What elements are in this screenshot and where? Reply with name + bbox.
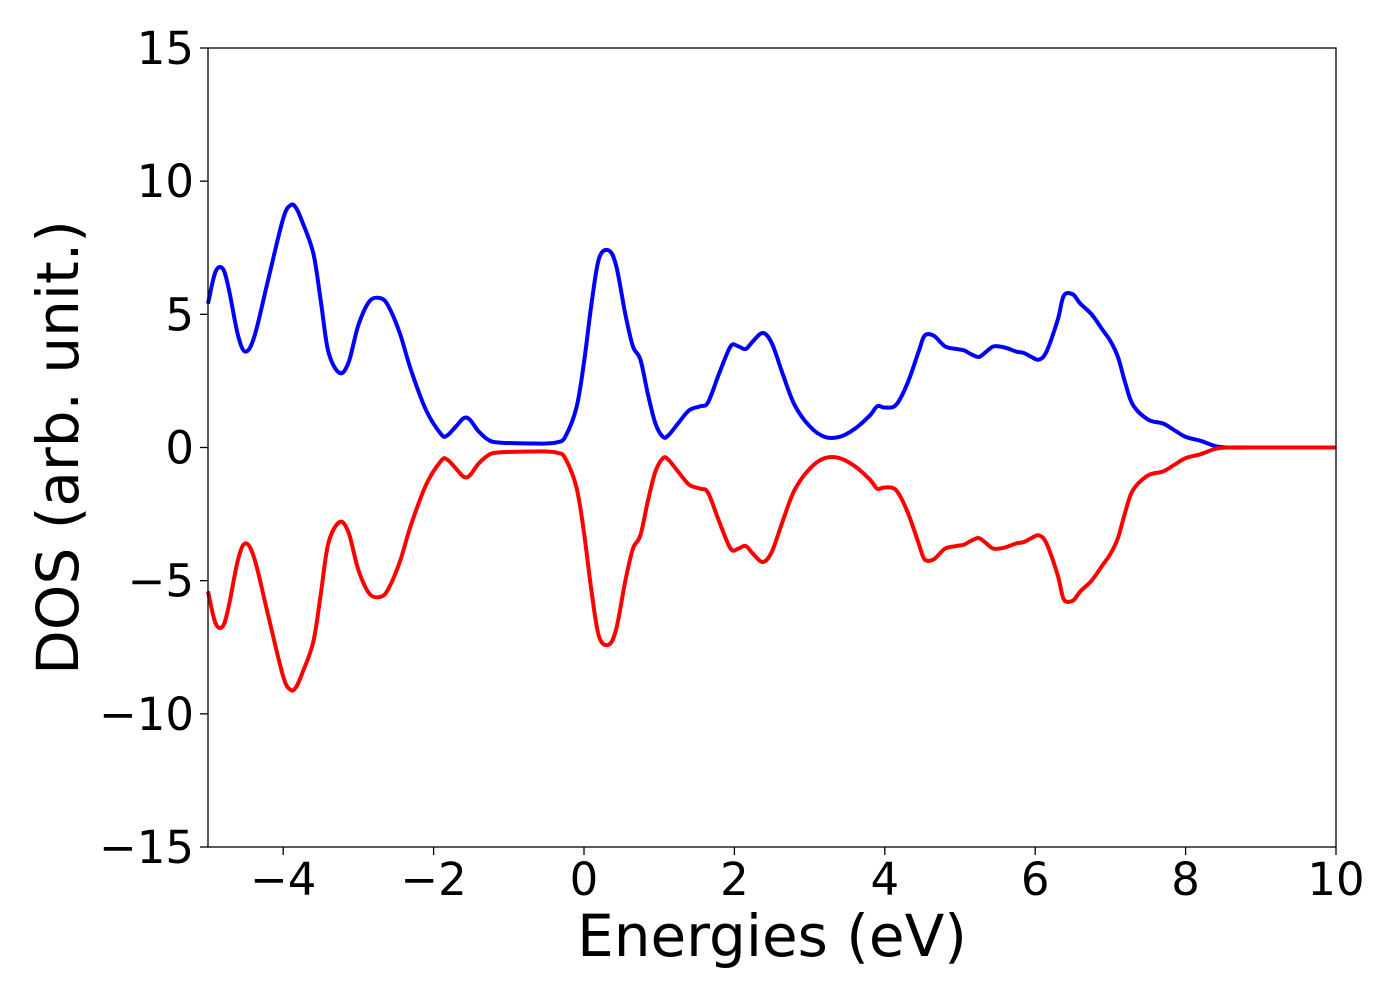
x-tick-label: 4 (870, 853, 899, 906)
x-tick-label: 6 (1021, 853, 1050, 906)
x-tick-label: −2 (400, 853, 466, 906)
dos-spin-up-line (206, 202, 1336, 450)
x-tick-label: 8 (1171, 853, 1200, 906)
x-tick-label: −4 (250, 853, 316, 906)
ticks-layer: −4 −2 0 2 4 6 8 10 15 10 5 0 −5 −10 −15 (99, 22, 1365, 906)
y-tick-label: −5 (128, 555, 194, 608)
dos-spin-down-line (206, 445, 1336, 693)
y-tick-label: 15 (137, 22, 194, 75)
y-tick-label: 0 (165, 422, 194, 475)
y-tick-label: −15 (99, 821, 194, 874)
y-tick-label: −10 (99, 688, 194, 741)
y-axis-title: DOS (arb. unit.) (24, 220, 92, 675)
plot-frame (207, 47, 1337, 848)
x-tick-label: 0 (570, 853, 599, 906)
x-tick-label: 10 (1307, 853, 1364, 906)
series-layer (206, 202, 1336, 693)
x-axis-title: Energies (eV) (577, 902, 967, 970)
x-tick-label: 2 (720, 853, 749, 906)
y-tick-label: 10 (137, 155, 194, 208)
y-tick-label: 5 (165, 288, 194, 341)
